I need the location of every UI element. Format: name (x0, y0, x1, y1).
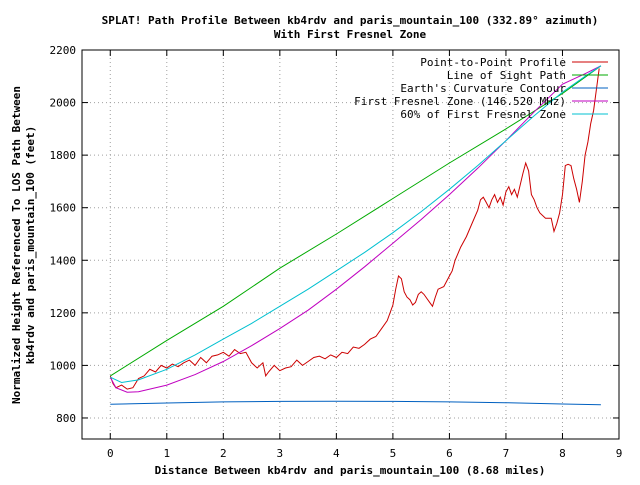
series-line (109, 65, 602, 393)
x-tick-label: 0 (107, 447, 114, 460)
y-tick-label: 1000 (50, 359, 77, 372)
plot-frame (81, 49, 620, 440)
series-line (110, 400, 601, 406)
series-line (109, 68, 600, 390)
x-axis-label: Distance Between kb4rdv and paris_mounta… (155, 464, 546, 477)
x-tick-label: 8 (559, 447, 566, 460)
y-tick-label: 2200 (50, 44, 77, 57)
x-tick-label: 7 (503, 447, 510, 460)
x-tick-label: 5 (390, 447, 397, 460)
x-tick-label: 9 (616, 447, 623, 460)
series-line (110, 65, 602, 384)
legend-label: Point-to-Point Profile (420, 56, 566, 69)
y-axis-label-line-1: Normalized Height Referenced To LOS Path… (10, 86, 23, 404)
x-tick-label: 4 (333, 447, 340, 460)
legend-label: Earth's Curvature Contour (400, 82, 566, 95)
x-tick-label: 1 (163, 447, 170, 460)
y-tick-label: 2000 (50, 97, 77, 110)
x-tick-label: 6 (446, 447, 453, 460)
axis-ticks: 0 1 2 3 4 5 6 7 8 9 800 1000 1200 1400 1600 1800 2000 220… (50, 44, 623, 460)
legend-label: 60% of First Fresnel Zone (400, 108, 566, 121)
legend-label: First Fresnel Zone (146.520 MHz) (354, 95, 566, 108)
legend-label: Line of Sight Path (447, 69, 566, 82)
x-tick-label: 2 (220, 447, 227, 460)
y-tick-label: 800 (56, 412, 76, 425)
x-tick-label: 3 (277, 447, 284, 460)
y-axis-label-line-2: kb4rdv and paris_mountain_100 (feet) (24, 126, 37, 364)
data-series (109, 65, 602, 406)
y-tick-label: 1800 (50, 149, 77, 162)
y-tick-label: 1400 (50, 254, 77, 267)
y-tick-label: 1200 (50, 307, 77, 320)
chart-title-line-2: With First Fresnel Zone (274, 28, 427, 41)
chart-title-line-1: SPLAT! Path Profile Between kb4rdv and p… (102, 14, 599, 27)
y-tick-label: 1600 (50, 202, 77, 215)
